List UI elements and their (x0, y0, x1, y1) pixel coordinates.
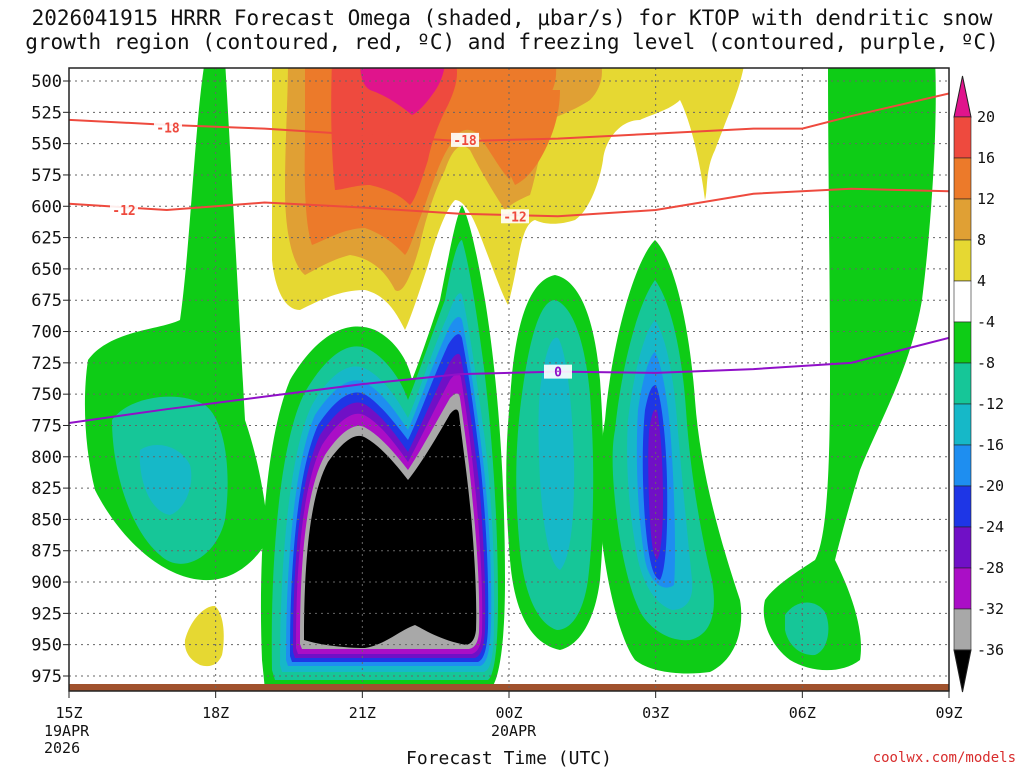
colorbar-segment (953, 526, 972, 569)
colorbar-segment (953, 362, 972, 405)
colorbar-label: -36 (977, 641, 1004, 659)
chart-title: 2026041915 HRRR Forecast Omega (shaded, … (0, 6, 1024, 54)
y-tick-label: 975 (31, 667, 62, 687)
x-tick-sublabel: 19APR (44, 722, 90, 740)
y-tick-label: 625 (31, 229, 62, 249)
x-axis-title: Forecast Time (UTC) (406, 748, 612, 768)
colorbar-label: -12 (977, 395, 1004, 413)
credit-text: coolwx.com/models (872, 750, 1016, 766)
x-tick-label: 09Z (935, 704, 962, 722)
y-tick-label: 950 (31, 636, 62, 656)
contour-label-bg (501, 209, 529, 224)
colorbar-label: -24 (977, 518, 1004, 536)
colorbar-segment (953, 567, 972, 610)
colorbar-segment (953, 485, 972, 528)
colorbar-label: -16 (977, 436, 1004, 454)
colorbar-label: -20 (977, 477, 1004, 495)
title-line-1: 2026041915 HRRR Forecast Omega (shaded, … (31, 6, 993, 30)
y-axis: 500 525 550 575 600 625 650 675 700 725 750 775 800 8… (31, 72, 69, 687)
omega-fill-descent-orange-right (499, 90, 560, 185)
y-tick-label: 725 (31, 354, 62, 374)
colorbar-segment (953, 239, 972, 282)
colorbar-segment (953, 198, 972, 241)
colorbar-top-arrow (953, 75, 972, 118)
colorbar-bottom-arrow (953, 649, 972, 693)
colorbar-segment (953, 444, 972, 487)
y-tick-label: 800 (31, 448, 62, 468)
x-tick-label: 06Z (789, 704, 816, 722)
contours: -18 -18 -12 -12 0 (69, 92, 949, 424)
x-tick-label: 18Z (202, 704, 229, 722)
y-tick-label: 750 (31, 385, 62, 405)
x-tick-sublabel: 20APR (491, 722, 537, 740)
contour-label: 0 (554, 366, 562, 381)
omega-fill-west-cyan (139, 445, 192, 515)
x-tick-sublabel: 2026 (44, 739, 80, 757)
colorbar-label: 16 (977, 149, 995, 167)
colorbar-label: -32 (977, 600, 1004, 618)
omega-fill-03z-purple (648, 409, 663, 560)
x-tick-label: 00Z (495, 704, 522, 722)
title-line-2: growth region (contoured, red, ºC) and f… (25, 30, 999, 54)
colorbar-segment (953, 321, 972, 364)
colorbar-segment (953, 157, 972, 200)
contour-label-bg (110, 203, 138, 218)
colorbar-label: 12 (977, 190, 995, 208)
omega-fill-east-green (763, 68, 936, 671)
y-tick-label: 825 (31, 479, 62, 499)
x-tick-label: 03Z (642, 704, 669, 722)
omega-fill-mid-cyan (538, 337, 575, 570)
contour-label-bg (154, 120, 182, 135)
y-tick-label: 500 (31, 72, 62, 92)
colorbar-label: 4 (977, 272, 986, 290)
y-tick-label: 700 (31, 323, 62, 343)
contour-label-bg (544, 364, 572, 379)
y-tick-label: 575 (31, 166, 62, 186)
y-tick-label: 550 (31, 135, 62, 155)
colorbar-segment (953, 116, 972, 159)
colorbar-label: -8 (977, 354, 995, 372)
omega-fill-descent-magenta (360, 68, 445, 115)
colorbar-segment (953, 280, 972, 323)
contour-label: -18 (453, 134, 477, 149)
freezing-level-line (69, 336, 949, 424)
y-tick-label: 875 (31, 542, 62, 562)
colorbar-segment (953, 403, 972, 446)
y-tick-label: 775 (31, 416, 62, 436)
x-tick-label: 21Z (349, 704, 376, 722)
y-tick-label: 925 (31, 604, 62, 624)
contour-label: -18 (156, 121, 180, 136)
colorbar-label: -4 (977, 313, 995, 331)
contour-label-bg (451, 132, 479, 147)
x-tick-label: 15Z (55, 704, 82, 722)
dgz-contour-line (69, 92, 949, 143)
y-tick-label: 650 (31, 260, 62, 280)
contour-label: -12 (112, 204, 135, 219)
y-tick-label: 900 (31, 573, 62, 593)
y-tick-label: 675 (31, 291, 62, 311)
colorbar: 20 16 12 8 4 -4 -8 -12 -16 -20 -24 -28 -32 -36 (953, 75, 1004, 693)
y-tick-label: 600 (31, 197, 62, 217)
colorbar-label: -28 (977, 559, 1004, 577)
y-tick-label: 525 (31, 103, 62, 123)
contour-label: -12 (503, 210, 526, 225)
omega-fill-east-teal (785, 602, 829, 656)
colorbar-segment (953, 608, 972, 651)
omega-fill-core-black (304, 409, 477, 648)
colorbar-label: 8 (977, 231, 986, 249)
y-tick-label: 850 (31, 510, 62, 530)
omega-fill-descent-surface (184, 605, 224, 667)
colorbar-label: 20 (977, 108, 995, 126)
grid-lines (69, 68, 949, 691)
